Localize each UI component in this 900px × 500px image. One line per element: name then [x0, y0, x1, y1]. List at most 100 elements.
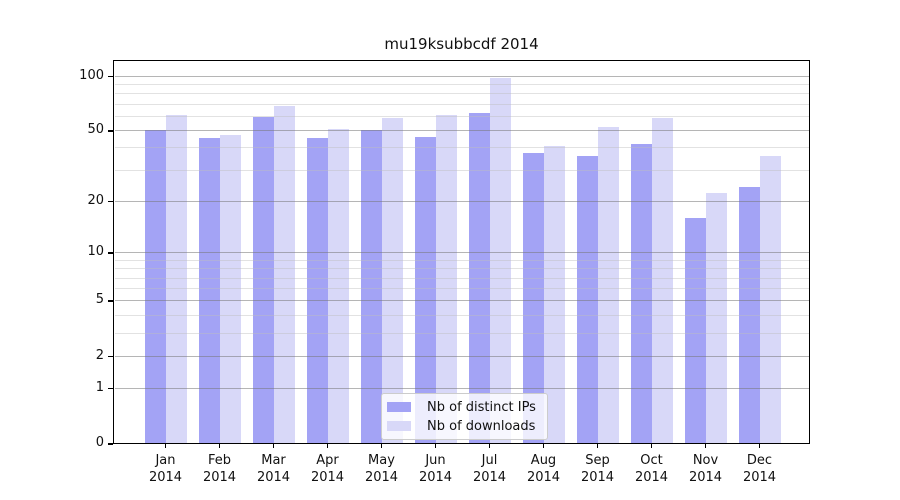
major-gridline-100	[114, 75, 809, 77]
x-tick-year-sep: 2014	[580, 470, 615, 485]
x-tick-year-dec: 2014	[742, 470, 777, 485]
legend-entry-distinct-ips: Nb of distinct IPs	[387, 398, 536, 416]
x-tick-year-nov: 2014	[688, 470, 723, 485]
minor-gridline-90	[114, 83, 809, 85]
major-gridline-1	[114, 387, 809, 389]
x-tick-month-sep: Sep	[585, 453, 610, 468]
bar-distinct-ips-sep	[576, 155, 598, 444]
bar-downloads-oct	[651, 118, 673, 444]
bar-downloads-jan	[165, 114, 187, 444]
bar-downloads-aug	[543, 145, 565, 444]
x-tick-label-dec: Dec 2014	[733, 452, 787, 486]
x-tick-dec	[758, 444, 761, 448]
bar-distinct-ips-jun	[414, 136, 436, 444]
y-tick-2	[108, 355, 113, 357]
legend-label-distinct-ips: Nb of distinct IPs	[427, 399, 536, 415]
bar-downloads-may	[381, 118, 403, 444]
y-tick-label-2: 2	[95, 347, 104, 363]
x-tick-month-jun: Jun	[425, 453, 446, 468]
y-tick-5	[108, 300, 113, 302]
x-tick-label-apr: Apr 2014	[301, 452, 355, 486]
x-tick-month-may: May	[368, 453, 395, 468]
x-tick-jul	[488, 444, 491, 448]
x-tick-month-nov: Nov	[692, 453, 719, 468]
bar-downloads-sep	[597, 126, 619, 444]
x-tick-month-jul: Jul	[481, 453, 498, 468]
legend-swatch-distinct-ips-icon	[387, 402, 411, 412]
minor-gridline-8	[114, 268, 809, 270]
bar-distinct-ips-jul	[468, 113, 490, 444]
major-gridline-20	[114, 200, 809, 202]
y-tick-label-20: 20	[87, 192, 104, 208]
x-tick-year-jan: 2014	[148, 470, 183, 485]
x-tick-label-oct: Oct 2014	[625, 452, 679, 486]
x-tick-year-oct: 2014	[634, 470, 669, 485]
x-tick-year-mar: 2014	[256, 470, 291, 485]
bar-distinct-ips-feb	[198, 138, 220, 444]
bar-downloads-jul	[489, 78, 511, 444]
x-tick-month-oct: Oct	[640, 453, 663, 468]
y-tick-label-10: 10	[87, 244, 104, 260]
bar-downloads-jun	[435, 114, 457, 444]
x-tick-label-jul: Jul 2014	[463, 452, 517, 486]
bar-distinct-ips-nov	[684, 217, 706, 444]
bar-downloads-apr	[327, 128, 349, 444]
x-tick-apr	[326, 444, 329, 448]
x-tick-label-aug: Aug 2014	[517, 452, 571, 486]
x-tick-jan	[164, 444, 167, 448]
x-tick-month-mar: Mar	[261, 453, 286, 468]
minor-gridline-30	[114, 169, 809, 171]
bar-downloads-feb	[219, 134, 241, 444]
x-tick-year-may: 2014	[364, 470, 399, 485]
y-tick-label-5: 5	[95, 292, 104, 308]
y-tick-20	[108, 200, 113, 203]
major-gridline-50	[114, 130, 809, 131]
x-tick-label-jun: Jun 2014	[409, 452, 463, 486]
major-gridline-10	[114, 252, 809, 254]
x-tick-label-feb: Feb 2014	[193, 452, 247, 486]
x-tick-label-nov: Nov 2014	[679, 452, 733, 486]
x-tick-label-mar: Mar 2014	[247, 452, 301, 486]
chart-title: mu19ksubbcdf 2014	[384, 35, 539, 53]
legend-label-downloads: Nb of downloads	[427, 418, 536, 434]
bar-distinct-ips-apr	[306, 138, 328, 444]
major-gridline-5	[114, 300, 809, 302]
minor-gridline-4	[114, 314, 809, 316]
bar-distinct-ips-mar	[252, 117, 274, 444]
x-tick-year-jun: 2014	[418, 470, 453, 485]
bar-distinct-ips-dec	[738, 186, 760, 444]
x-tick-year-aug: 2014	[526, 470, 561, 485]
x-tick-aug	[542, 444, 545, 448]
bar-distinct-ips-may	[360, 130, 382, 444]
x-tick-jun	[434, 444, 437, 448]
minor-gridline-9	[114, 259, 809, 261]
y-tick-1	[108, 387, 113, 390]
y-tick-label-1: 1	[95, 379, 104, 395]
legend-swatch-downloads-icon	[387, 421, 411, 431]
legend: Nb of distinct IPs Nb of downloads	[381, 393, 548, 440]
x-tick-label-jan: Jan 2014	[139, 452, 193, 486]
x-tick-sep	[596, 444, 599, 448]
x-tick-year-apr: 2014	[310, 470, 345, 485]
x-tick-may	[380, 444, 383, 448]
minor-gridline-7	[114, 277, 809, 279]
x-tick-month-jan: Jan	[155, 453, 176, 468]
x-tick-year-jul: 2014	[472, 470, 507, 485]
minor-gridline-40	[114, 147, 809, 149]
minor-gridline-60	[114, 115, 809, 117]
x-tick-oct	[650, 444, 653, 448]
x-tick-month-apr: Apr	[316, 453, 339, 468]
minor-gridline-70	[114, 103, 809, 105]
minor-gridline-3	[114, 332, 809, 334]
bar-downloads-nov	[705, 193, 727, 444]
bar-downloads-dec	[759, 155, 781, 444]
minor-gridline-6	[114, 288, 809, 290]
bar-distinct-ips-jan	[144, 130, 166, 444]
x-tick-label-sep: Sep 2014	[571, 452, 625, 486]
y-tick-0	[108, 443, 113, 445]
bar-distinct-ips-oct	[630, 143, 652, 444]
x-tick-year-feb: 2014	[202, 470, 237, 485]
bar-downloads-mar	[273, 105, 295, 444]
x-tick-nov	[704, 444, 707, 448]
